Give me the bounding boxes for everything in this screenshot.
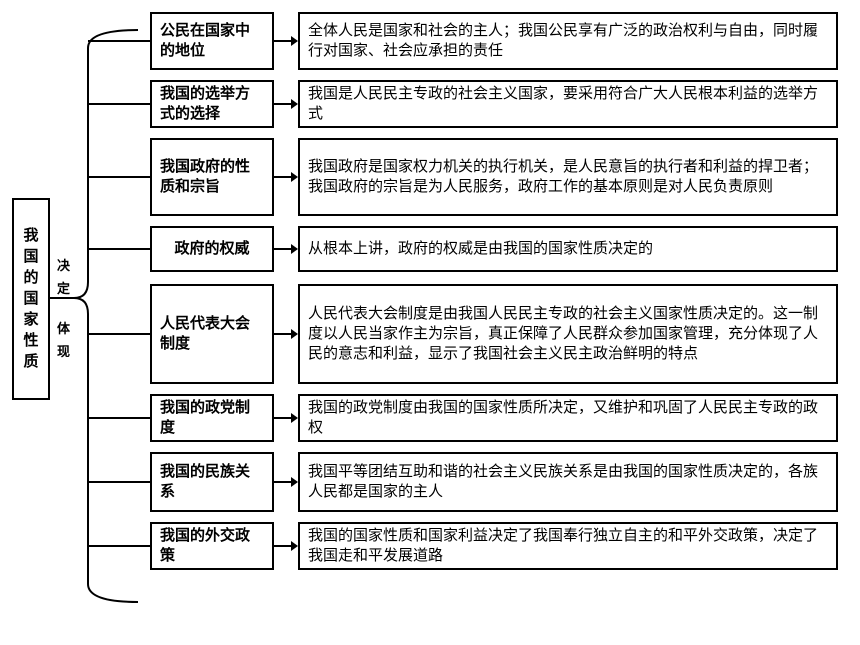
desc-box: 我国的国家性质和国家利益决定了我国奉行独立自主的和平外交政策，决定了我国走和平发… (298, 522, 838, 570)
topic-box: 政府的权威 (150, 226, 274, 272)
edge-label-bottom: 体现 (57, 318, 70, 360)
arrow-icon (274, 12, 298, 70)
arrow-icon (274, 522, 298, 570)
desc-box: 全体人民是国家和社会的主人；我国公民享有广泛的政治权利与自由，同时履行对国家、社… (298, 12, 838, 70)
desc-box: 从根本上讲，政府的权威是由我国的国家性质决定的 (298, 226, 838, 272)
diagram-row: 政府的权威从根本上讲，政府的权威是由我国的国家性质决定的 (150, 226, 838, 272)
topic-box: 公民在国家中的地位 (150, 12, 274, 70)
topic-box: 我国政府的性质和宗旨 (150, 138, 274, 216)
arrow-icon (274, 394, 298, 442)
root-node: 我国的国家性质 (12, 198, 50, 400)
diagram-row: 我国的政党制度我国的政党制度由我国的国家性质所决定，又维护和巩固了人民民主专政的… (150, 394, 838, 442)
topic-box: 我国的外交政策 (150, 522, 274, 570)
diagram-row: 公民在国家中的地位全体人民是国家和社会的主人；我国公民享有广泛的政治权利与自由，… (150, 12, 838, 70)
diagram-row: 我国的选举方式的选择我国是人民民主专政的社会主义国家，要采用符合广大人民根本利益… (150, 80, 838, 128)
diagram-row: 人民代表大会制度人民代表大会制度是由我国人民民主专政的社会主义国家性质决定的。这… (150, 284, 838, 384)
topic-box: 我国的民族关系 (150, 452, 274, 512)
edge-label-top: 决定 (57, 255, 70, 297)
desc-box: 我国政府是国家权力机关的执行机关，是人民意旨的执行者和利益的捍卫者；我国政府的宗… (298, 138, 838, 216)
arrow-icon (274, 452, 298, 512)
diagram-row: 我国的外交政策我国的国家性质和国家利益决定了我国奉行独立自主的和平外交政策，决定… (150, 522, 838, 570)
desc-box: 人民代表大会制度是由我国人民民主专政的社会主义国家性质决定的。这一制度以人民当家… (298, 284, 838, 384)
diagram-row: 我国政府的性质和宗旨我国政府是国家权力机关的执行机关，是人民意旨的执行者和利益的… (150, 138, 838, 216)
topic-box: 人民代表大会制度 (150, 284, 274, 384)
topic-box: 我国的选举方式的选择 (150, 80, 274, 128)
topic-box: 我国的政党制度 (150, 394, 274, 442)
arrow-icon (274, 226, 298, 272)
desc-box: 我国平等团结互助和谐的社会主义民族关系是由我国的国家性质决定的，各族人民都是国家… (298, 452, 838, 512)
arrow-icon (274, 138, 298, 216)
desc-box: 我国是人民民主专政的社会主义国家，要采用符合广大人民根本利益的选举方式 (298, 80, 838, 128)
arrow-icon (274, 284, 298, 384)
desc-box: 我国的政党制度由我国的国家性质所决定，又维护和巩固了人民民主专政的政权 (298, 394, 838, 442)
arrow-icon (274, 80, 298, 128)
diagram-row: 我国的民族关系我国平等团结互助和谐的社会主义民族关系是由我国的国家性质决定的，各… (150, 452, 838, 512)
